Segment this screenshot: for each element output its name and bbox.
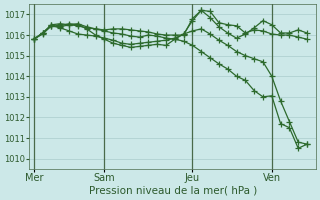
X-axis label: Pression niveau de la mer( hPa ): Pression niveau de la mer( hPa ): [89, 186, 257, 196]
